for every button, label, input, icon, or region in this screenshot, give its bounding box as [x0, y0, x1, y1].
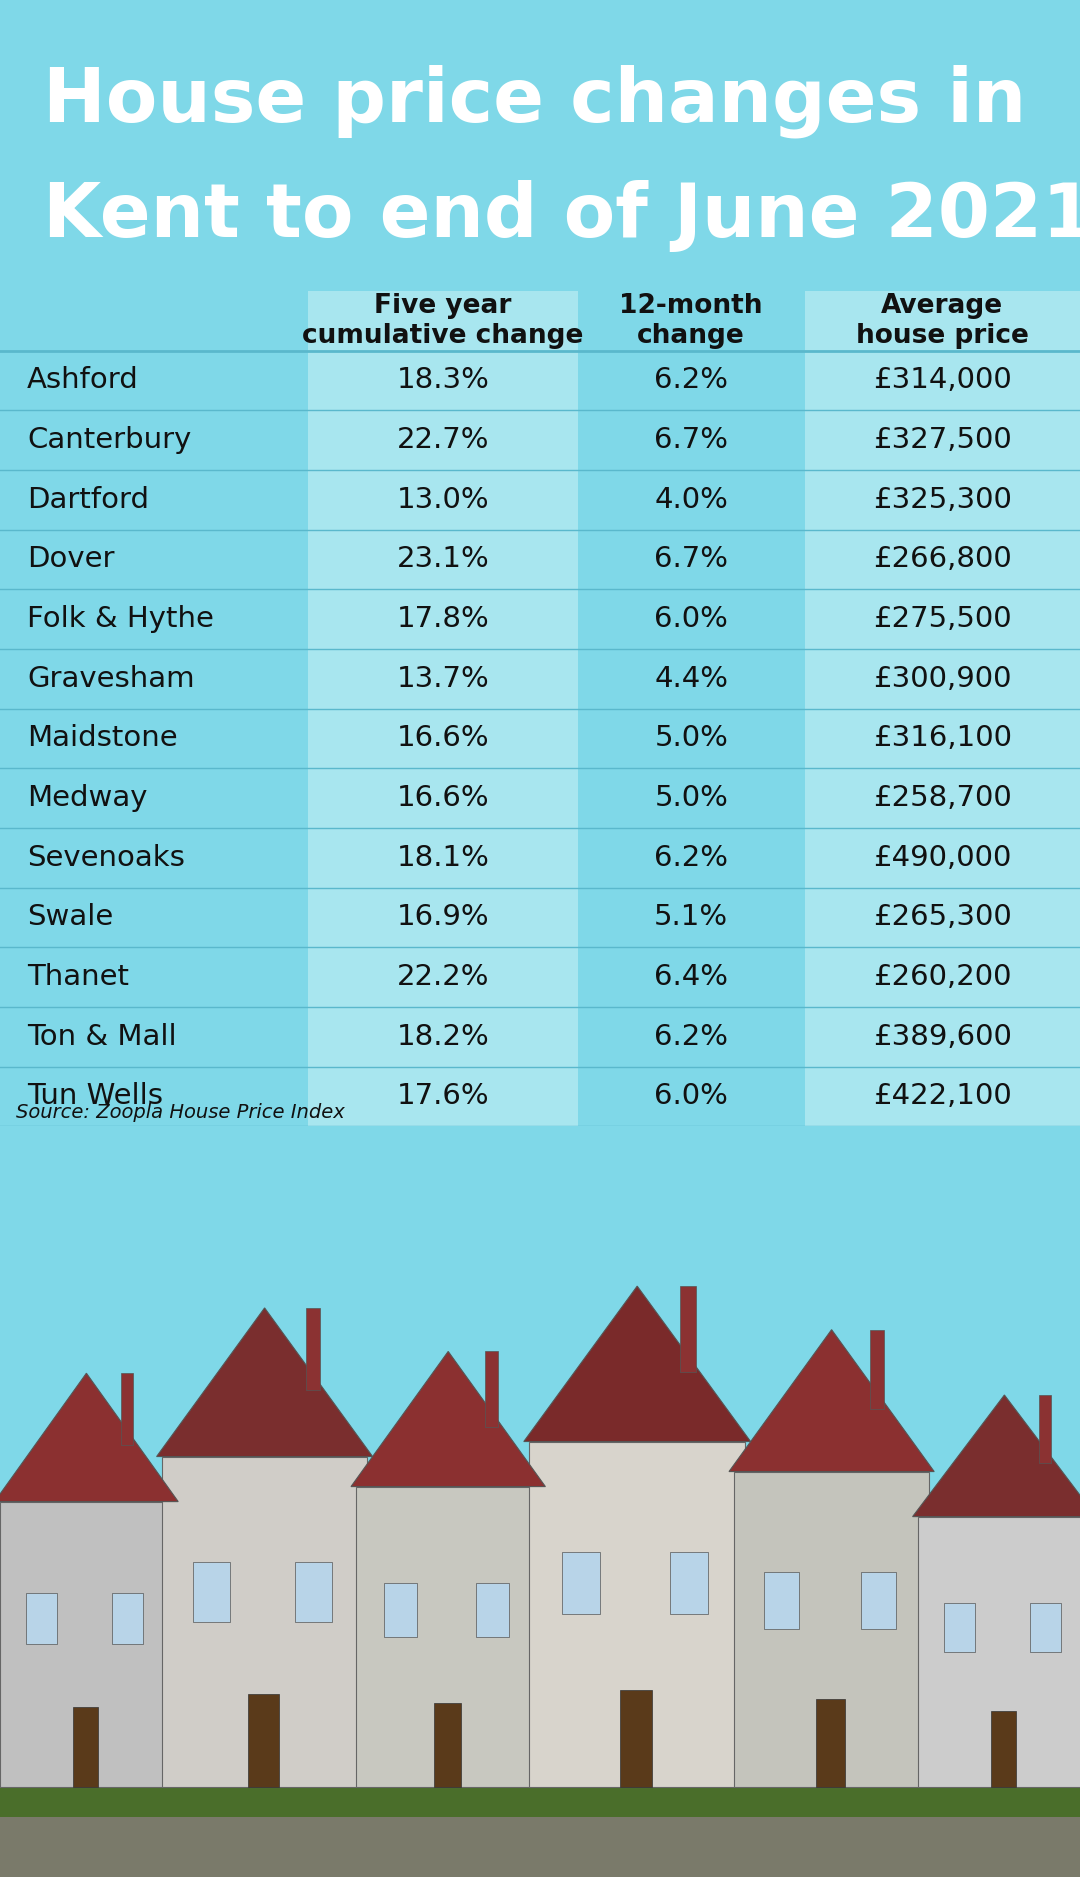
Text: £266,800: £266,800 [873, 546, 1012, 572]
Polygon shape [524, 1286, 751, 1442]
Bar [861, 1573, 895, 1629]
Text: 16.6%: 16.6% [396, 725, 489, 753]
Text: Maidstone: Maidstone [27, 725, 177, 753]
Text: 18.3%: 18.3% [396, 366, 489, 394]
Bar [306, 1308, 320, 1391]
Text: 23.1%: 23.1% [396, 546, 489, 572]
Text: 6.2%: 6.2% [654, 366, 728, 394]
Text: £325,300: £325,300 [873, 486, 1012, 514]
Bar [529, 1442, 745, 1787]
Text: £300,900: £300,900 [873, 664, 1012, 693]
Text: 17.8%: 17.8% [396, 604, 489, 633]
Text: Source: Zoopla House Price Index: Source: Zoopla House Price Index [16, 1104, 345, 1122]
Bar [805, 291, 1080, 1126]
Polygon shape [913, 1395, 1080, 1517]
Bar [475, 1582, 509, 1637]
Bar [816, 1699, 846, 1787]
Text: Medway: Medway [27, 785, 148, 813]
Bar [670, 1552, 708, 1614]
Bar [562, 1552, 600, 1614]
Text: £389,600: £389,600 [873, 1023, 1012, 1051]
Bar [918, 1517, 1080, 1787]
Text: Swale: Swale [27, 903, 113, 931]
Bar [990, 1712, 1016, 1787]
Bar [734, 1472, 929, 1787]
Text: 4.0%: 4.0% [654, 486, 728, 514]
Text: 22.2%: 22.2% [396, 963, 489, 991]
Text: 6.0%: 6.0% [654, 604, 728, 633]
Bar [620, 1689, 652, 1787]
Text: 6.4%: 6.4% [654, 963, 728, 991]
Text: 5.0%: 5.0% [654, 785, 728, 813]
Text: 4.4%: 4.4% [654, 664, 728, 693]
Text: Gravesham: Gravesham [27, 664, 194, 693]
Bar [764, 1573, 798, 1629]
Text: 5.0%: 5.0% [654, 725, 728, 753]
Text: 6.7%: 6.7% [654, 426, 728, 454]
Text: 6.2%: 6.2% [654, 1023, 728, 1051]
Text: Ton & Mall: Ton & Mall [27, 1023, 177, 1051]
Text: 16.6%: 16.6% [396, 785, 489, 813]
Polygon shape [351, 1351, 545, 1487]
Text: House price changes in: House price changes in [43, 64, 1026, 137]
Text: Ashford: Ashford [27, 366, 138, 394]
Bar [26, 1594, 57, 1644]
Bar [162, 1457, 367, 1787]
Polygon shape [729, 1329, 934, 1472]
Bar [248, 1695, 279, 1787]
Text: £258,700: £258,700 [873, 785, 1012, 813]
Bar [1039, 1395, 1051, 1462]
Text: 17.6%: 17.6% [396, 1083, 489, 1111]
Text: 16.9%: 16.9% [396, 903, 489, 931]
Bar [870, 1329, 885, 1408]
Bar [356, 1487, 540, 1787]
Text: 18.2%: 18.2% [396, 1023, 489, 1051]
Text: Dartford: Dartford [27, 486, 149, 514]
Bar [121, 1374, 133, 1445]
Text: £327,500: £327,500 [873, 426, 1012, 454]
Polygon shape [0, 1374, 178, 1502]
Text: £275,500: £275,500 [873, 604, 1012, 633]
Bar [308, 291, 578, 1126]
Text: Folk & Hythe: Folk & Hythe [27, 604, 214, 633]
Text: £265,300: £265,300 [873, 903, 1012, 931]
Text: Canterbury: Canterbury [27, 426, 191, 454]
Bar [680, 1286, 696, 1372]
Bar [112, 1594, 144, 1644]
Text: 13.0%: 13.0% [396, 486, 489, 514]
Bar [0, 1772, 1080, 1802]
Text: 18.1%: 18.1% [396, 845, 489, 871]
Text: Five year
cumulative change: Five year cumulative change [302, 293, 583, 349]
Text: 12-month
change: 12-month change [620, 293, 762, 349]
Text: 6.0%: 6.0% [654, 1083, 728, 1111]
Text: £314,000: £314,000 [873, 366, 1012, 394]
Bar [193, 1562, 230, 1622]
Bar [0, 1502, 173, 1787]
Text: 5.1%: 5.1% [654, 903, 728, 931]
Bar [296, 1562, 333, 1622]
Text: £490,000: £490,000 [873, 845, 1012, 871]
Text: £260,200: £260,200 [873, 963, 1012, 991]
Text: £422,100: £422,100 [873, 1083, 1012, 1111]
Bar [0, 1772, 1080, 1817]
Bar [72, 1706, 98, 1787]
Text: Tun Wells: Tun Wells [27, 1083, 163, 1111]
Text: 6.7%: 6.7% [654, 546, 728, 572]
Bar [0, 1787, 1080, 1877]
Text: 6.2%: 6.2% [654, 845, 728, 871]
Text: Average
house price: Average house price [855, 293, 1029, 349]
Bar [485, 1351, 498, 1427]
Text: Kent to end of June 2021: Kent to end of June 2021 [43, 180, 1080, 253]
Bar [433, 1702, 461, 1787]
Text: £316,100: £316,100 [873, 725, 1012, 753]
Polygon shape [157, 1308, 373, 1457]
Text: Thanet: Thanet [27, 963, 129, 991]
Bar [1030, 1603, 1062, 1652]
Text: 22.7%: 22.7% [396, 426, 489, 454]
Text: Dover: Dover [27, 546, 114, 572]
Text: 13.7%: 13.7% [396, 664, 489, 693]
Bar [384, 1582, 417, 1637]
Bar [944, 1603, 975, 1652]
Text: Sevenoaks: Sevenoaks [27, 845, 185, 871]
